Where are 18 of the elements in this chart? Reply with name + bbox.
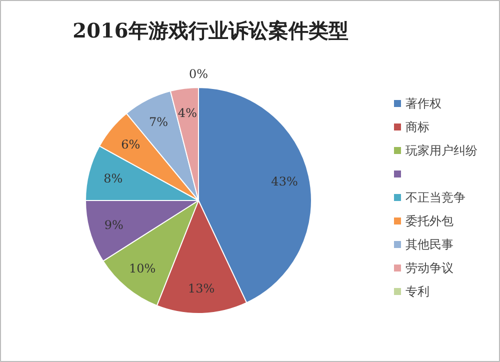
data-label: 43% <box>271 174 298 188</box>
data-label: 8% <box>104 172 123 186</box>
data-label: 13% <box>188 282 215 296</box>
data-label: 10% <box>128 261 156 276</box>
legend-label: 劳动争议 <box>406 261 454 275</box>
legend-label: 著作权 <box>406 96 442 110</box>
legend-label: 专利 <box>406 284 430 298</box>
legend-label: 其他民事 <box>406 238 454 252</box>
chart-title: 2016年游戏行业诉讼案件类型 <box>72 18 348 42</box>
legend-label: 商标 <box>406 120 430 134</box>
data-label: 7% <box>148 114 168 129</box>
text: 0% <box>188 66 208 81</box>
legend-label: 委托外包 <box>406 214 454 228</box>
data-label: 6% <box>121 137 140 152</box>
data-label: 4% <box>178 106 197 120</box>
legend-label: 玩家用户纠纷 <box>406 144 478 158</box>
legend-label: 不正当竞争 <box>406 190 466 204</box>
data-label: 9% <box>104 218 124 232</box>
